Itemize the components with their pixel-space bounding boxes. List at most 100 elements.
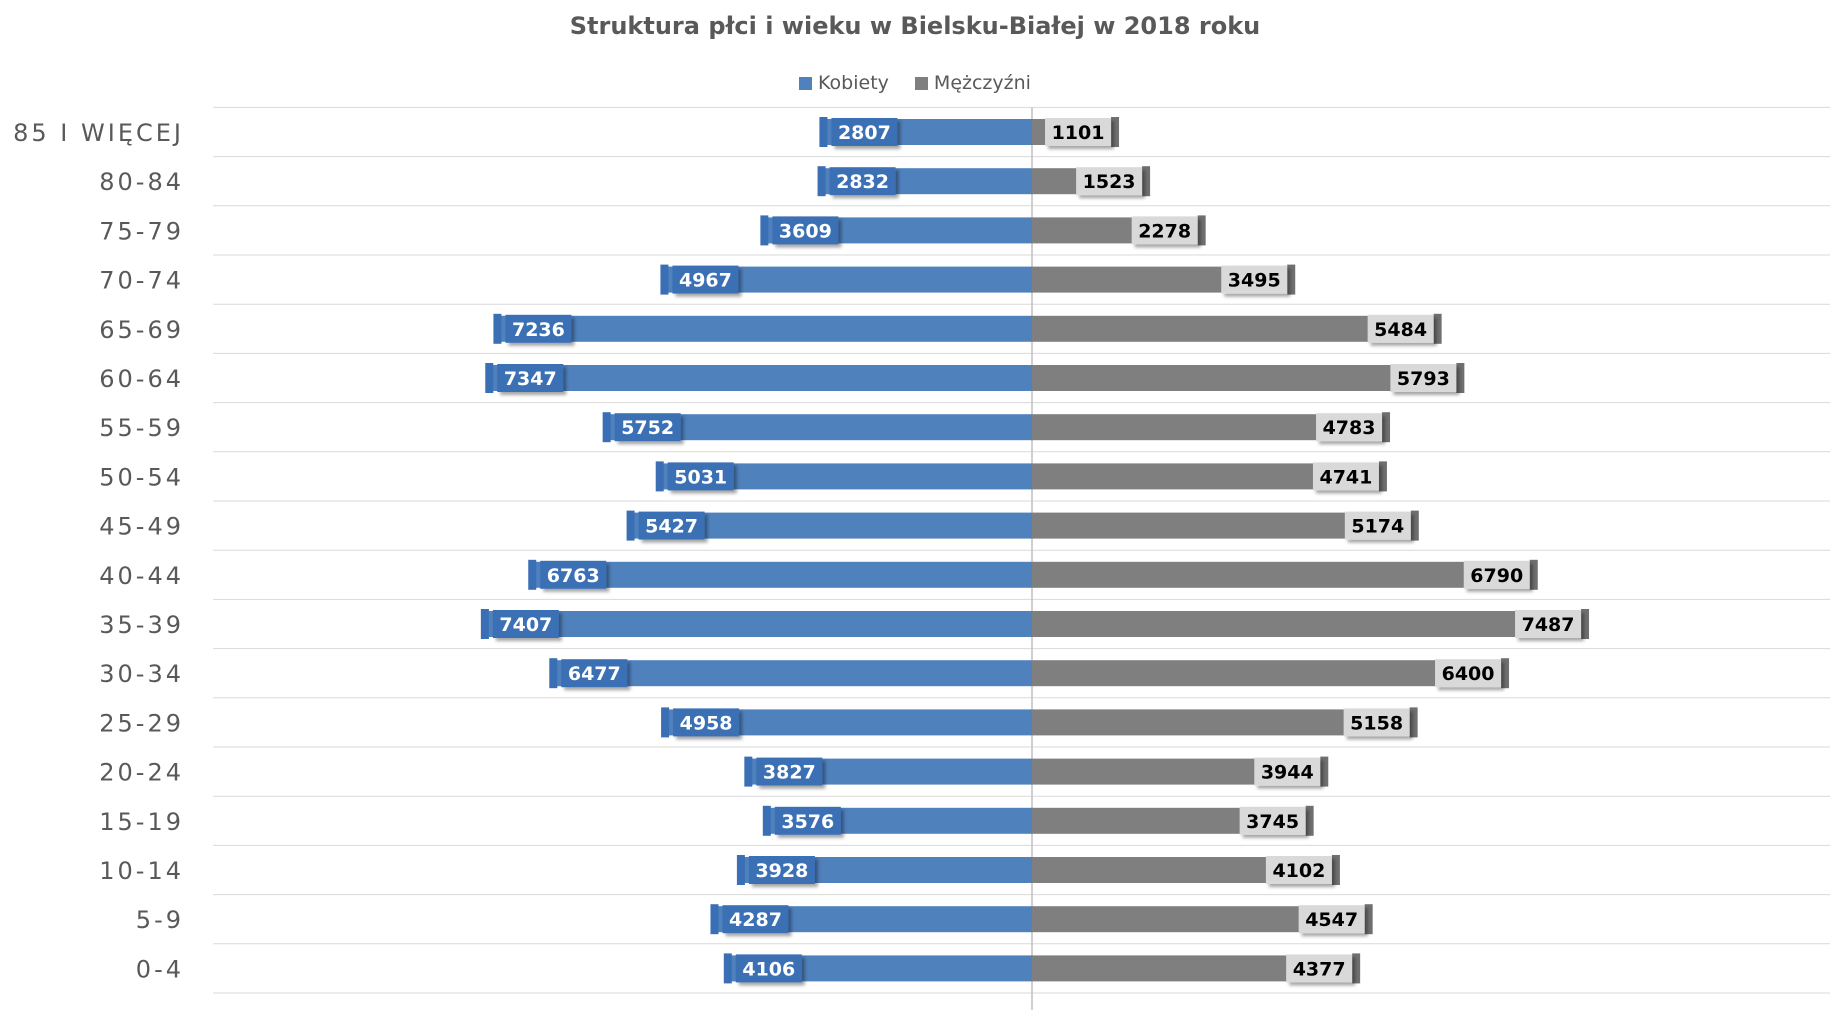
data-label-box-mezczyzni — [1312, 462, 1379, 491]
bar-cap-kobiety — [661, 707, 670, 738]
data-label-box-kobiety — [672, 265, 739, 294]
data-label-kobiety: 2807 — [838, 122, 891, 144]
data-label-box-kobiety — [614, 413, 681, 442]
data-label-mezczyzni: 5174 — [1351, 516, 1404, 538]
data-label-box-mezczyzni — [1239, 806, 1306, 835]
bar-kobiety — [491, 365, 1032, 391]
data-labels: 2807 1101 2832 1523 3609 2278 4967 3495 7236 5484… — [492, 118, 1582, 983]
data-label-kobiety: 5031 — [674, 466, 727, 488]
category-label: 70-74 — [99, 267, 184, 295]
data-label-box-mezczyzni — [1463, 560, 1530, 589]
data-label-box-mezczyzni — [1344, 511, 1411, 540]
legend: Kobiety Mężczyźni — [0, 72, 1830, 94]
data-label-box-mezczyzni — [1298, 905, 1365, 934]
data-label-box-mezczyzni — [1316, 413, 1383, 442]
bar-cap-mezczyzni — [1197, 215, 1206, 246]
data-label-box-mezczyzni — [1254, 757, 1321, 786]
data-label-kobiety: 3928 — [755, 860, 808, 882]
bar-cap-mezczyzni — [1378, 461, 1387, 492]
category-label: 25-29 — [99, 709, 184, 737]
bar-cap-mezczyzni — [1433, 313, 1442, 344]
bar-cap-mezczyzni — [1382, 412, 1391, 443]
bar-cap-mezczyzni — [1287, 264, 1296, 295]
category-label: 40-44 — [99, 562, 184, 590]
data-label-mezczyzni: 4783 — [1323, 417, 1376, 439]
bar-cap-kobiety — [480, 609, 489, 639]
data-label-box-mezczyzni — [1515, 610, 1582, 638]
data-label-kobiety: 6477 — [568, 663, 621, 685]
bar-cap-mezczyzni — [1410, 510, 1419, 541]
grid-lines — [213, 106, 1830, 1010]
bar-cap-mezczyzni — [1142, 166, 1151, 197]
category-label: 30-34 — [99, 660, 184, 688]
bar-cap-mezczyzni — [1111, 117, 1120, 147]
bar-cap-mezczyzni — [1331, 855, 1340, 885]
bar-mezczyzni — [1032, 611, 1584, 637]
category-label: 75-79 — [99, 217, 184, 245]
data-label-mezczyzni: 3944 — [1261, 762, 1314, 784]
data-label-box-kobiety — [673, 708, 740, 737]
bar-mezczyzni — [1032, 365, 1459, 391]
legend-item-kobiety: Kobiety — [799, 72, 889, 94]
category-label: 60-64 — [99, 365, 184, 393]
category-label: 80-84 — [99, 168, 184, 196]
category-label: 65-69 — [99, 316, 184, 344]
data-label-kobiety: 7236 — [512, 319, 565, 341]
data-label-box-kobiety — [561, 659, 628, 688]
legend-item-mezczyzni: Mężczyźni — [914, 72, 1031, 94]
data-label-mezczyzni: 1101 — [1052, 122, 1105, 144]
bar-cap-kobiety — [744, 756, 753, 787]
category-label: 15-19 — [99, 808, 184, 836]
bar-cap-mezczyzni — [1581, 609, 1590, 639]
data-label-mezczyzni: 3495 — [1228, 270, 1281, 292]
data-label-mezczyzni: 6790 — [1470, 565, 1523, 587]
legend-swatch-kobiety — [799, 76, 813, 90]
data-label-box-kobiety — [667, 462, 734, 491]
bar-kobiety — [555, 660, 1032, 687]
data-label-box-kobiety — [722, 905, 789, 934]
data-label-mezczyzni: 4547 — [1305, 909, 1358, 931]
data-label-mezczyzni: 6400 — [1442, 663, 1495, 685]
bar-cap-mezczyzni — [1320, 756, 1329, 787]
data-label-box-mezczyzni — [1045, 118, 1112, 146]
bar-cap-kobiety — [626, 510, 635, 541]
category-axis: 85 I WIĘCEJ 80-84 75-79 70-74 65-69 60-64 55-5… — [13, 119, 184, 983]
data-label-box-kobiety — [772, 216, 839, 245]
data-label-kobiety: 4106 — [742, 958, 795, 980]
bar-cap-mezczyzni — [1409, 707, 1418, 738]
bar-cap-kobiety — [493, 313, 502, 344]
data-label-kobiety: 2832 — [836, 171, 889, 193]
data-label-mezczyzni: 5158 — [1350, 712, 1403, 734]
bar-cap-kobiety — [762, 805, 771, 836]
data-label-box-mezczyzni — [1265, 856, 1332, 884]
legend-swatch-mezczyzni — [914, 76, 928, 90]
data-label-mezczyzni: 5793 — [1397, 368, 1450, 390]
data-label-box-kobiety — [735, 954, 802, 983]
data-label-box-mezczyzni — [1435, 659, 1502, 688]
data-label-mezczyzni: 4102 — [1272, 860, 1325, 882]
bar-cap-kobiety — [723, 953, 732, 984]
data-label-mezczyzni: 1523 — [1083, 171, 1136, 193]
bar-cap-kobiety — [485, 363, 494, 393]
data-label-box-kobiety — [638, 511, 705, 540]
data-label-box-kobiety — [829, 167, 896, 196]
category-label: 5-9 — [136, 906, 184, 934]
bar-cap-mezczyzni — [1364, 904, 1373, 935]
bar-cap-kobiety — [710, 904, 719, 935]
data-label-kobiety: 7407 — [499, 614, 552, 636]
data-label-kobiety: 6763 — [547, 565, 600, 587]
category-label: 20-24 — [99, 759, 184, 787]
category-label: 50-54 — [99, 463, 184, 491]
chart-title: Struktura płci i wieku w Bielsku-Białej … — [569, 12, 1261, 40]
data-label-mezczyzni: 4741 — [1319, 466, 1372, 488]
data-label-kobiety: 3576 — [781, 811, 834, 833]
data-label-kobiety: 3609 — [779, 220, 832, 242]
category-label: 55-59 — [99, 414, 184, 442]
data-label-box-mezczyzni — [1390, 364, 1457, 392]
bar-cap-kobiety — [660, 264, 669, 295]
data-label-box-kobiety — [748, 856, 815, 884]
data-label-mezczyzni: 5484 — [1374, 319, 1427, 341]
legend-label-mezczyzni: Mężczyźni — [933, 72, 1031, 94]
data-label-box-kobiety — [497, 364, 564, 392]
data-label-box-mezczyzni — [1076, 167, 1143, 196]
